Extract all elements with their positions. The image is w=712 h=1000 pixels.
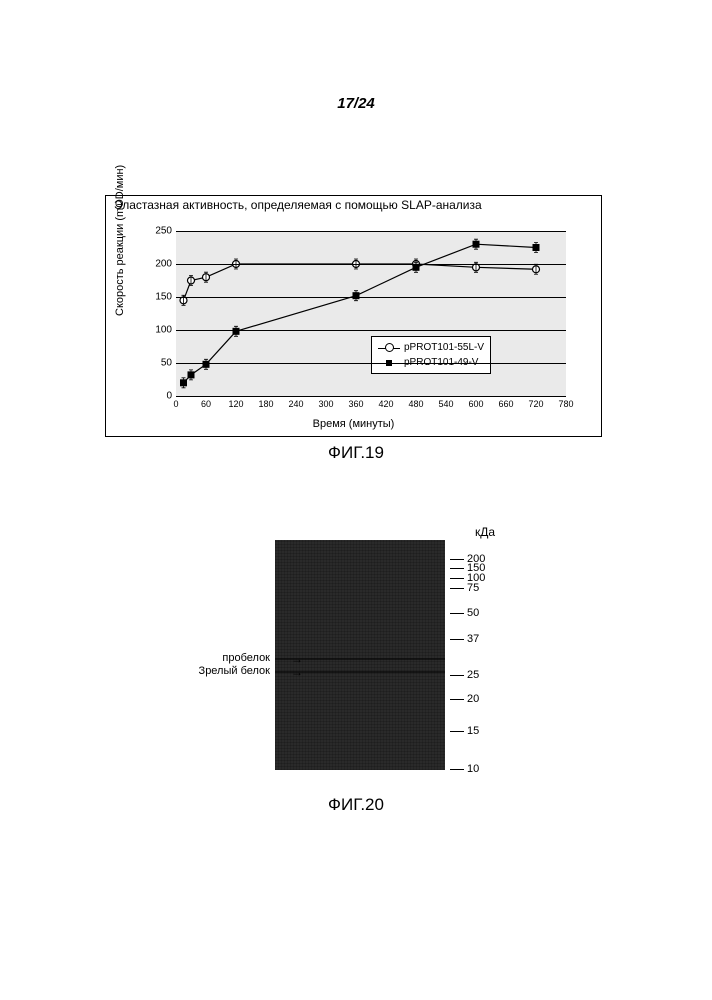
kda-tick: 37 (450, 633, 479, 645)
ytick: 250 (155, 226, 172, 237)
kda-tick: 15 (450, 725, 479, 737)
fig19-xlabel: Время (минуты) (313, 418, 395, 430)
kda-tick: 20 (450, 693, 479, 705)
xtick: 780 (558, 399, 573, 409)
ytick: 0 (166, 391, 172, 402)
ytick: 100 (155, 325, 172, 336)
xtick: 480 (408, 399, 423, 409)
gel-left-label: Зрелый белок (199, 665, 270, 677)
arrow-icon: → (291, 652, 303, 666)
fig19-caption: ФИГ.19 (328, 443, 384, 463)
kda-tick: 75 (450, 582, 479, 594)
fig19-ylabel: Скорость реакции (mOD/мин) (114, 165, 126, 316)
kda-header: кДа (475, 525, 495, 539)
ytick: 50 (161, 358, 172, 369)
xtick: 720 (528, 399, 543, 409)
xtick: 420 (378, 399, 393, 409)
xtick: 360 (348, 399, 363, 409)
kda-tick: 50 (450, 607, 479, 619)
xtick: 240 (288, 399, 303, 409)
xtick: 60 (201, 399, 211, 409)
legend-label-0: pPROT101-55L-V (404, 340, 484, 355)
page-number: 17/24 (337, 95, 375, 112)
gel-left-label: пробелок (222, 652, 270, 664)
xtick: 180 (258, 399, 273, 409)
xtick: 540 (438, 399, 453, 409)
ytick: 150 (155, 292, 172, 303)
legend-row-0: pPROT101-55L-V (378, 340, 484, 355)
xtick: 600 (468, 399, 483, 409)
fig20-gel: кДа 20015010075503725201510пробелок→Зрел… (140, 525, 580, 785)
fig19-chart: Эластазная активность, определяемая с по… (105, 195, 602, 437)
xtick: 120 (228, 399, 243, 409)
kda-tick: 25 (450, 669, 479, 681)
kda-tick: 10 (450, 763, 479, 775)
fig19-legend: pPROT101-55L-V pPROT101-49-V (371, 336, 491, 374)
fig19-title: Эластазная активность, определяемая с по… (114, 198, 601, 212)
ytick: 200 (155, 259, 172, 270)
fig20-caption: ФИГ.20 (328, 795, 384, 815)
xtick: 300 (318, 399, 333, 409)
xtick: 0 (173, 399, 178, 409)
xtick: 660 (498, 399, 513, 409)
fig19-plot-area: pPROT101-55L-V pPROT101-49-V 05010015020… (176, 231, 566, 396)
arrow-icon: → (291, 665, 303, 679)
